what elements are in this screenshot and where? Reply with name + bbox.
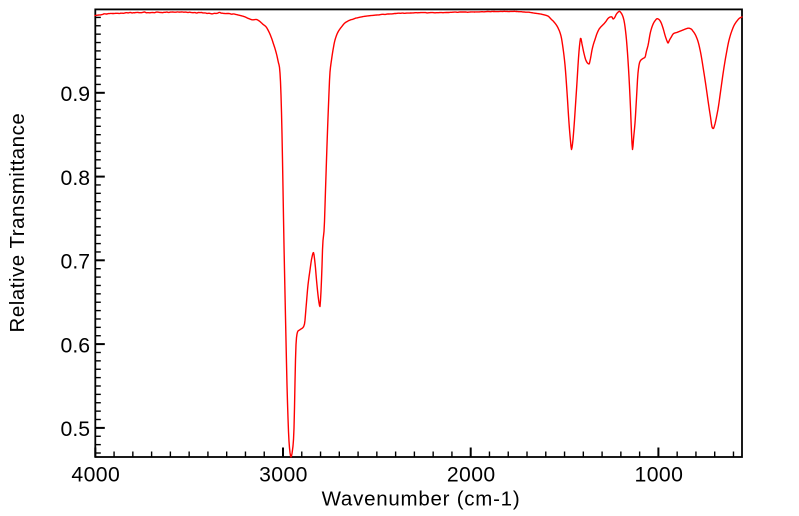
svg-text:Relative Transmittance: Relative Transmittance	[6, 113, 29, 333]
svg-text:Wavenumber (cm-1): Wavenumber (cm-1)	[322, 487, 521, 510]
svg-text:1000: 1000	[635, 464, 684, 487]
svg-text:0.9: 0.9	[61, 83, 90, 106]
svg-text:0.8: 0.8	[61, 167, 90, 190]
svg-text:2000: 2000	[447, 464, 496, 487]
svg-text:3000: 3000	[259, 464, 308, 487]
svg-text:0.5: 0.5	[61, 418, 90, 441]
svg-text:0.6: 0.6	[61, 334, 90, 357]
svg-text:4000: 4000	[71, 464, 120, 487]
svg-text:0.7: 0.7	[61, 251, 90, 274]
